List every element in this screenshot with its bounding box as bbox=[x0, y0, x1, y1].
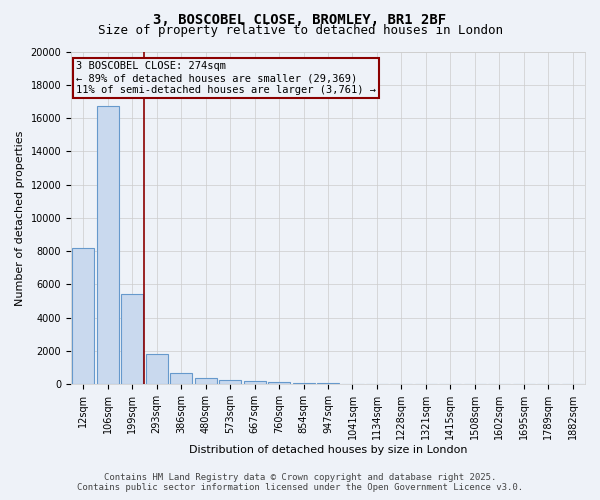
Y-axis label: Number of detached properties: Number of detached properties bbox=[15, 130, 25, 306]
Bar bbox=[146, 354, 168, 384]
Text: Size of property relative to detached houses in London: Size of property relative to detached ho… bbox=[97, 24, 503, 37]
Bar bbox=[293, 383, 314, 384]
Bar bbox=[268, 382, 290, 384]
Bar bbox=[97, 106, 119, 384]
Bar bbox=[219, 380, 241, 384]
Text: 3, BOSCOBEL CLOSE, BROMLEY, BR1 2BF: 3, BOSCOBEL CLOSE, BROMLEY, BR1 2BF bbox=[154, 12, 446, 26]
Bar bbox=[194, 378, 217, 384]
Bar bbox=[170, 372, 192, 384]
Bar bbox=[72, 248, 94, 384]
Bar bbox=[244, 382, 266, 384]
Bar bbox=[121, 294, 143, 384]
Text: 3 BOSCOBEL CLOSE: 274sqm
← 89% of detached houses are smaller (29,369)
11% of se: 3 BOSCOBEL CLOSE: 274sqm ← 89% of detach… bbox=[76, 62, 376, 94]
Text: Contains HM Land Registry data © Crown copyright and database right 2025.
Contai: Contains HM Land Registry data © Crown c… bbox=[77, 473, 523, 492]
X-axis label: Distribution of detached houses by size in London: Distribution of detached houses by size … bbox=[189, 445, 467, 455]
